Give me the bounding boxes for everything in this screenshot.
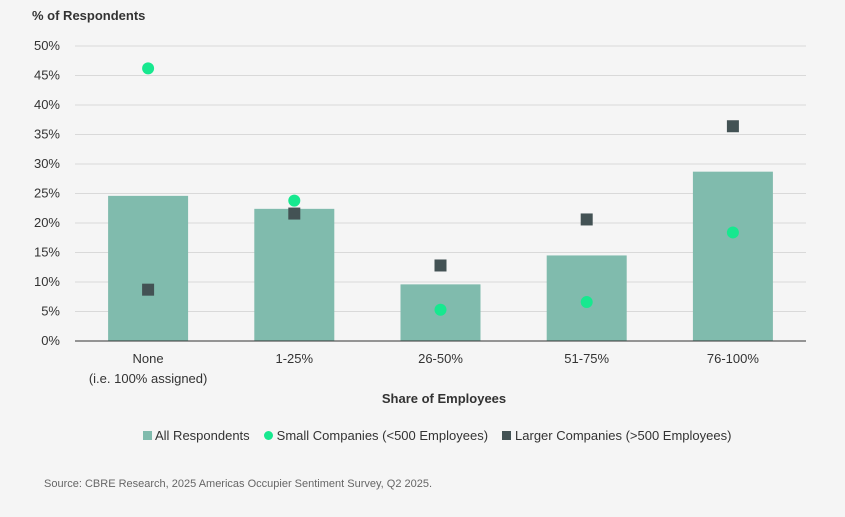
- legend-item-all: All Respondents: [143, 428, 250, 443]
- y-tick-label: 15%: [34, 245, 60, 260]
- marker-small-companies: [288, 194, 301, 207]
- y-tick-labels: 0% 5% 10% 15% 20% 25% 30% 35% 40% 45% 50%: [34, 38, 60, 348]
- y-tick-label: 30%: [34, 156, 60, 171]
- legend-bar-swatch: [143, 431, 152, 440]
- x-tick-label: (i.e. 100% assigned): [89, 371, 208, 386]
- marker-small-companies: [142, 62, 155, 75]
- x-tick-label: 26-50%: [418, 351, 463, 366]
- marker-small-companies: [434, 303, 447, 316]
- legend-circle-swatch: [263, 431, 273, 440]
- y-tick-label: 40%: [34, 97, 60, 112]
- y-tick-label: 5%: [41, 304, 60, 319]
- bar-all-respondents: [108, 195, 189, 341]
- marker-small-companies: [580, 296, 593, 309]
- legend-item-large: Larger Companies (>500 Employees): [502, 428, 731, 443]
- y-tick-label: 0%: [41, 333, 60, 348]
- y-tick-label: 25%: [34, 186, 60, 201]
- large-company-markers: [142, 120, 739, 296]
- source-note: Source: CBRE Research, 2025 Americas Occ…: [44, 478, 433, 490]
- x-tick-label: 51-75%: [564, 351, 609, 366]
- legend-label-large: Larger Companies (>500 Employees): [515, 428, 732, 443]
- bar-all-respondents: [692, 171, 773, 341]
- legend-label-small: Small Companies (<500 Employees): [276, 428, 489, 443]
- marker-large-companies: [288, 207, 301, 220]
- y-tick-label: 45%: [34, 68, 60, 83]
- marker-large-companies: [726, 120, 739, 133]
- x-tick-label: 76-100%: [707, 351, 759, 366]
- y-tick-label: 10%: [34, 274, 60, 289]
- category-labels: None (i.e. 100% assigned) 1-25% 26-50% 51-75…: [89, 351, 760, 386]
- legend-item-small: Small Companies (<500 Employees): [263, 428, 489, 443]
- marker-large-companies: [580, 213, 593, 226]
- bar-all-respondents: [254, 208, 335, 341]
- bars: [108, 171, 773, 341]
- x-tick-label: 1-25%: [276, 351, 314, 366]
- y-tick-label: 35%: [34, 127, 60, 142]
- legend: All Respondents Small Companies (<500 Em…: [143, 428, 745, 443]
- x-tick-label: None: [133, 351, 164, 366]
- marker-large-companies: [434, 259, 447, 272]
- y-tick-label: 20%: [34, 215, 60, 230]
- legend-label-all: All Respondents: [155, 428, 250, 443]
- marker-small-companies: [726, 226, 739, 239]
- legend-square-swatch: [502, 431, 512, 440]
- y-axis-title: % of Respondents: [32, 8, 145, 23]
- x-axis-title: Share of Employees: [382, 391, 506, 406]
- marker-large-companies: [142, 283, 155, 296]
- y-tick-label: 50%: [34, 38, 60, 53]
- small-company-markers: [142, 62, 739, 316]
